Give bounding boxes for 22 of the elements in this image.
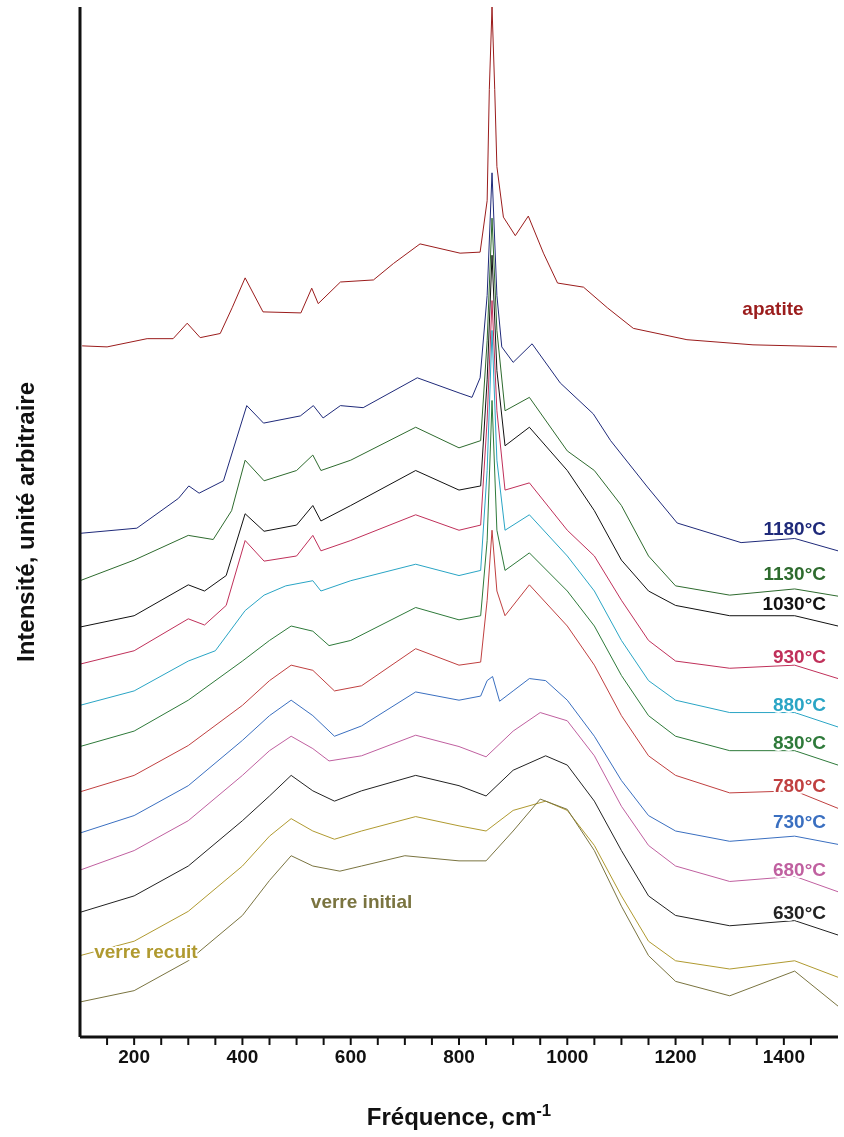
series-label: verre initial xyxy=(310,891,413,913)
x-tick-label: 200 xyxy=(118,1046,150,1067)
series-label: 630°C xyxy=(772,902,827,924)
x-tick-label: 1200 xyxy=(654,1046,697,1067)
series-label: 930°C xyxy=(772,645,827,667)
series-label: 1180°C xyxy=(763,517,827,539)
x-tick-label: 800 xyxy=(443,1046,475,1067)
series-label: apatite xyxy=(742,297,804,319)
series-label: 780°C xyxy=(772,775,827,797)
x-axis-title: Fréquence, cm$^{-1}$ xyxy=(366,1100,552,1130)
series-label: 830°C xyxy=(772,732,827,754)
y-axis-title: Intensité, unité arbitraire xyxy=(12,381,39,663)
series-label: 1030°C xyxy=(762,593,827,615)
series-label: verre recuit xyxy=(94,941,199,963)
x-tick-label: 1400 xyxy=(762,1046,805,1067)
series-label: 1130°C xyxy=(763,563,827,585)
series-label: 880°C xyxy=(772,693,827,715)
series-label: 730°C xyxy=(772,811,827,833)
x-tick-label: 400 xyxy=(226,1046,259,1067)
x-tick-label: 600 xyxy=(334,1046,367,1067)
series-label: 680°C xyxy=(772,858,827,880)
x-tick-label: 1000 xyxy=(546,1046,589,1067)
